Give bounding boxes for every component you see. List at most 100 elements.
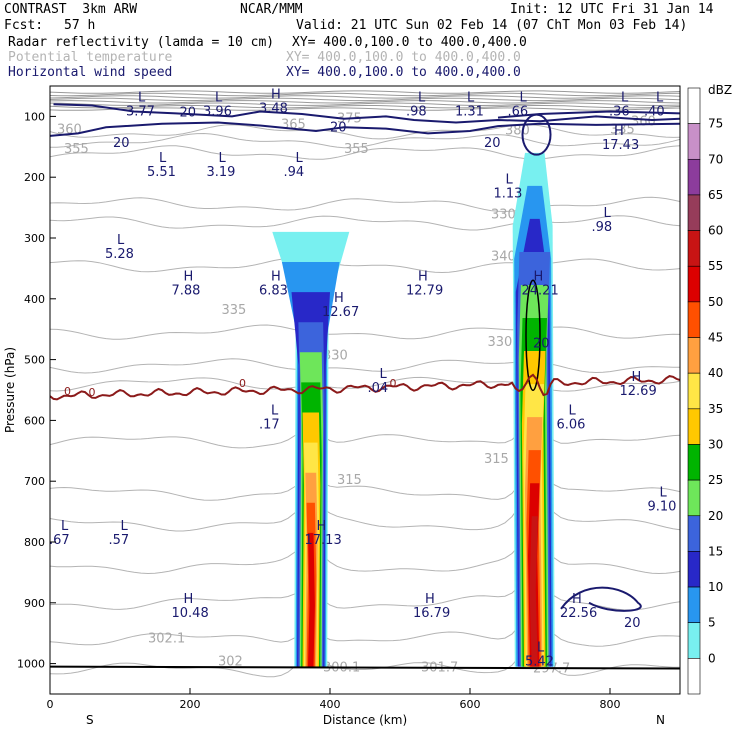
hl-marker-value: 5.42: [525, 655, 554, 670]
y-tick-label: 600: [24, 414, 45, 427]
hl-marker-value: 12.79: [406, 284, 443, 299]
y-tick-label: 500: [24, 354, 45, 367]
colorbar-swatch: [687, 622, 701, 659]
hl-marker-value: .57: [109, 533, 130, 548]
hl-marker-letter: L: [537, 641, 545, 656]
colorbar-swatch: [687, 408, 701, 445]
theta-label: 340: [491, 249, 516, 264]
theta-contour: [50, 102, 680, 107]
theta-contour: [50, 124, 680, 140]
colorbar-swatch: [687, 372, 701, 410]
field-xy-theta: XY= 400.0,100.0 to 400.0,400.0: [286, 50, 521, 65]
colorbar-level: 30: [708, 437, 723, 451]
colorbar-level: 65: [708, 188, 723, 202]
hl-marker-letter: L: [296, 151, 304, 166]
colorbar-level: 50: [708, 295, 723, 309]
hl-marker-value: 3.77: [126, 104, 155, 119]
institution-label: NCAR/MMM: [240, 2, 303, 17]
reflectivity-shading: [272, 152, 555, 667]
south-label: S: [86, 713, 94, 727]
theta-contour: [50, 257, 680, 274]
colorbar-swatch: [687, 551, 701, 588]
theta-contour: [50, 95, 680, 99]
freezing-line-label: 0: [64, 385, 71, 398]
hl-marker-letter: H: [184, 270, 194, 285]
y-tick-label: 900: [24, 597, 45, 610]
hl-marker-value: 1.13: [494, 186, 523, 201]
hl-marker-letter: L: [271, 403, 279, 418]
theta-label: 302: [218, 654, 243, 669]
hl-marker-letter: H: [418, 270, 428, 285]
wind-contour: [521, 113, 552, 156]
theta-contour: [50, 420, 680, 449]
colorbar-swatch: [687, 586, 701, 624]
contour-annotations: L3.77L3.96H3.48L.98L1.31L.66L.36L.40H17.…: [50, 87, 677, 670]
hl-marker-value: 6.83: [259, 284, 288, 299]
theta-label: 330: [323, 349, 348, 364]
colorbar-swatch: [687, 515, 701, 552]
hl-marker-value: 9.10: [648, 500, 677, 515]
colorbar-level: 15: [708, 544, 723, 558]
axes: 0 200 400 600 800100200300400500600700800900…: [3, 110, 665, 727]
hl-marker-letter: L: [660, 486, 668, 501]
hl-marker-value: .04: [368, 381, 389, 396]
field-name-wind: Horizontal wind speed: [8, 65, 173, 80]
theta-contour: [50, 574, 680, 611]
hl-marker-value: 1.31: [455, 104, 484, 119]
hl-marker-letter: L: [219, 151, 227, 166]
colorbar-unit: dBZ: [708, 83, 732, 97]
model-title: CONTRAST 3km ARW: [4, 2, 138, 17]
theta-contour: [50, 468, 680, 501]
wind-contour: [50, 121, 680, 137]
wind-contour: [497, 110, 680, 119]
hl-marker-value: 12.69: [620, 384, 657, 399]
field-name-theta: Potential temperature: [8, 50, 173, 65]
hl-marker-value: 7.88: [172, 284, 201, 299]
wind-label: 20: [624, 616, 641, 631]
theta-label: 355: [64, 142, 89, 157]
theta-label: 330: [488, 335, 513, 350]
y-tick-label: 700: [24, 475, 45, 488]
x-tick-label: 400: [320, 698, 341, 711]
hl-marker-letter: L: [138, 90, 146, 105]
hl-marker-value: 5.28: [105, 247, 134, 262]
theta-contour: [50, 324, 680, 340]
hl-marker-value: 3.19: [207, 165, 236, 180]
hl-marker-value: 10.48: [172, 606, 209, 621]
colorbar-level: 0: [708, 651, 716, 665]
hl-marker-value: .66: [508, 104, 529, 119]
hl-marker-letter: H: [317, 519, 327, 534]
x-tick-label: 0: [47, 698, 54, 711]
colorbar-swatch: [687, 658, 701, 695]
hl-marker-letter: L: [467, 90, 475, 105]
theta-contour: [50, 215, 680, 231]
colorbar-swatch: [687, 479, 701, 517]
hl-marker-letter: L: [506, 172, 514, 187]
y-tick-label: 1000: [17, 658, 45, 671]
theta-contour: [50, 644, 680, 678]
theta-label: 302.1: [148, 631, 185, 646]
hl-marker-letter: H: [271, 270, 281, 285]
theta-contour: [50, 376, 680, 392]
x-tick-label: 200: [180, 698, 201, 711]
y-tick-label: 100: [24, 110, 45, 123]
hl-marker-value: 3.96: [203, 104, 232, 119]
x-tick-label: 600: [460, 698, 481, 711]
north-label: N: [656, 713, 665, 727]
wind-speed-contours: 20 20 20 20 20 20: [50, 103, 680, 631]
wind-contour: [525, 279, 541, 392]
colorbar-level: 75: [708, 117, 723, 131]
field-xy-reflectivity: XY= 400.0,100.0 to 400.0,400.0: [292, 35, 527, 50]
hl-marker-letter: H: [184, 592, 194, 607]
wind-label: 20: [484, 136, 501, 151]
colorbar-level: 45: [708, 331, 723, 345]
theta-contour: [50, 196, 680, 213]
y-tick-label: 400: [24, 293, 45, 306]
hl-marker-value: .36: [609, 104, 630, 119]
plot-frame: [49, 85, 681, 695]
hl-marker-letter: H: [572, 592, 582, 607]
theta-contour: [50, 358, 680, 374]
hl-marker-letter: L: [604, 206, 612, 221]
y-axis-label: Pressure (hPa): [3, 347, 17, 433]
